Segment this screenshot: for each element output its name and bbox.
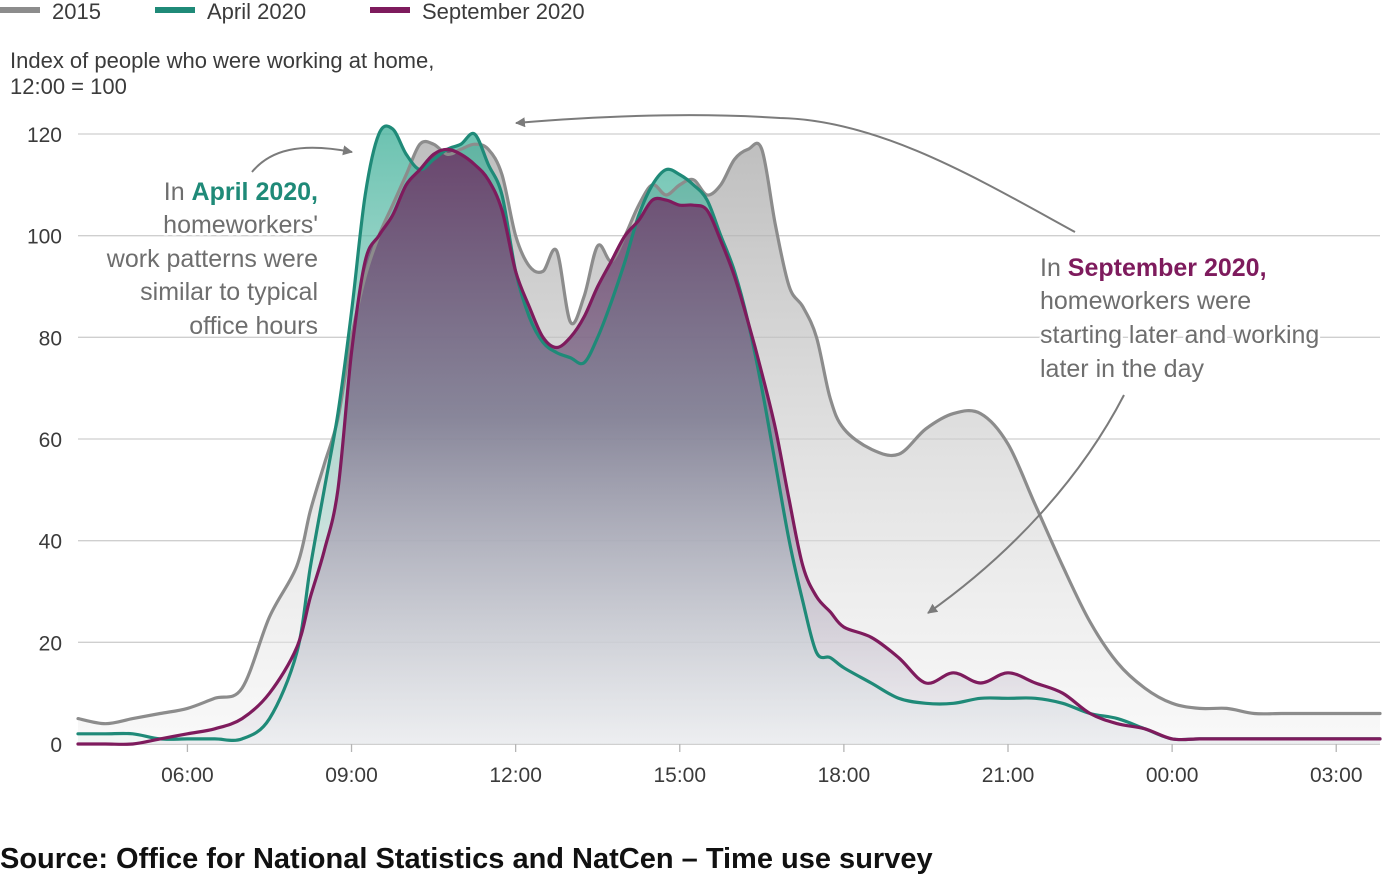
- y-tick-label-20: 20: [39, 632, 62, 655]
- september-annotation-line-4: later in the day: [1040, 355, 1204, 383]
- y-tick-label-60: 60: [39, 429, 62, 452]
- x-tick-label-1500: 15:00: [653, 764, 706, 787]
- y-axis-ticks: 0 20 40 60 80 100 120: [27, 124, 62, 757]
- area-september-2020: [78, 149, 1380, 745]
- series-areas: [78, 126, 1380, 745]
- september-annotation-line-2: homeworkers were: [1040, 287, 1251, 315]
- y-axis-label-line-1: Index of people who were working at home…: [10, 48, 434, 73]
- september-annotation-arrow-to-2015: [515, 114, 1076, 233]
- x-tick-label-0300: 03:00: [1310, 764, 1363, 787]
- september-annotation-arrow-to-evening: [927, 394, 1125, 614]
- april-annotation-highlight: April 2020,: [192, 178, 318, 206]
- series-lines: [76, 124, 1382, 746]
- x-tick-label-1800: 18:00: [818, 764, 871, 787]
- legend-swatch-april-2020: [155, 7, 195, 13]
- april-annotation: In April 2020, homeworkers' work pattern…: [103, 176, 320, 343]
- legend-swatch-september-2020: [370, 7, 410, 13]
- april-annotation-line-4: similar to typical: [140, 278, 318, 306]
- april-annotation-line-2: homeworkers': [163, 211, 318, 239]
- legend-label-april-2020: April 2020: [207, 0, 306, 24]
- legend-swatch-2015: [0, 7, 40, 13]
- y-tick-label-100: 100: [27, 226, 62, 249]
- source-note: Source: Office for National Statistics a…: [0, 843, 933, 875]
- series-line-september-2020: [76, 147, 1382, 746]
- y-tick-label-0: 0: [50, 734, 62, 757]
- y-tick-label-40: 40: [39, 531, 62, 554]
- x-tick-label-1200: 12:00: [489, 764, 542, 787]
- legend-label-2015: 2015: [52, 0, 101, 24]
- september-annotation-highlight: September 2020,: [1068, 254, 1267, 282]
- april-annotation-line-3: work patterns were: [106, 245, 318, 273]
- legend: 2015 April 2020 September 2020: [0, 0, 585, 24]
- september-annotation-line-3: starting later and working: [1040, 321, 1319, 349]
- x-tick-label-0600: 06:00: [161, 764, 214, 787]
- september-annotation-line-1: In September 2020,: [1040, 254, 1267, 282]
- legend-label-september-2020: September 2020: [422, 0, 585, 24]
- series-line-april-2020: [76, 124, 1382, 742]
- y-axis-label-line-2: 12:00 = 100: [10, 74, 127, 99]
- april-annotation-line-1: In April 2020,: [164, 178, 318, 206]
- legend-item-2015: 2015: [0, 0, 101, 24]
- y-tick-label-120: 120: [27, 124, 62, 147]
- x-tick-label-0900: 09:00: [325, 764, 378, 787]
- april-annotation-arrow: [251, 145, 353, 173]
- legend-item-april-2020: April 2020: [155, 0, 306, 24]
- april-annotation-line-5: office hours: [189, 312, 318, 340]
- september-annotation: In September 2020, homeworkers were star…: [1038, 252, 1322, 386]
- x-axis-ticks: 06:00 09:00 12:00 15:00 18:00 21:00 00:00 03:00: [161, 744, 1363, 787]
- annotation-arrows: [251, 114, 1125, 614]
- x-tick-label-2100: 21:00: [982, 764, 1035, 787]
- y-tick-label-80: 80: [39, 327, 62, 350]
- x-tick-label-0000: 00:00: [1146, 764, 1199, 787]
- legend-item-september-2020: September 2020: [370, 0, 585, 24]
- y-axis-label: Index of people who were working at home…: [10, 48, 434, 99]
